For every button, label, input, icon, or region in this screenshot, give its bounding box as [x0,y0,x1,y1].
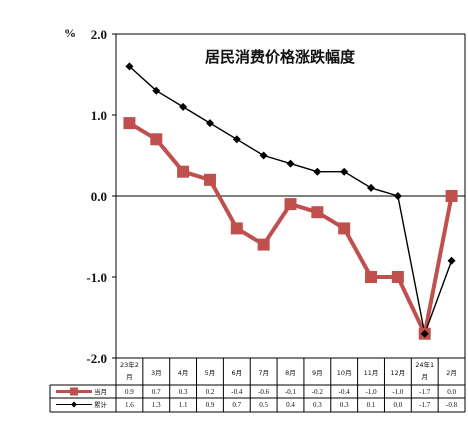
category-label: 11月 [364,369,379,377]
category-label: 24年1 [415,360,434,369]
category-label: 8月 [285,369,296,377]
data-point-diamond [232,135,241,144]
category-label: 10月 [337,369,352,377]
category-label: 月 [126,373,133,381]
data-point-diamond [152,86,161,95]
data-point-diamond [286,159,295,168]
category-label: 3月 [151,369,162,377]
data-label: 0.3 [340,401,349,409]
y-tick-label: -1.0 [86,270,107,285]
chart-text: 2.0 1.0 0.0 -1.0 -2.0% 居民消费价格涨跌幅度 23年2 月 3月 4月 5月 6… [64,26,458,409]
legend-marker-square [70,387,78,396]
data-point-diamond [259,151,268,160]
data-point-square [391,271,404,283]
data-label: 0.2 [206,388,215,396]
data-label: 1.6 [125,401,134,409]
data-point-square [445,190,458,202]
data-label: -1.7 [419,401,431,409]
legend-label: 累计 [94,400,108,409]
data-label: -1.0 [365,388,377,396]
category-label: 12月 [390,369,405,377]
data-point-square [338,222,351,235]
category-label: 5月 [205,369,216,377]
data-label: -0.8 [446,401,458,409]
data-point-diamond [205,119,214,128]
data-label: 0.3 [313,401,322,409]
data-point-diamond [313,167,322,176]
y-tick-label: -2.0 [86,351,107,366]
axes [112,33,466,359]
data-label: 1.3 [152,401,161,409]
category-label: 2月 [446,369,457,377]
data-label: -0.1 [285,388,297,396]
data-label: 0.0 [447,388,456,396]
chart-title: 居民消费价格涨跌幅度 [205,48,356,66]
data-point-diamond [393,192,402,200]
y-tick-label: 0.0 [91,189,107,204]
data-label: 0.0 [394,401,403,409]
data-label: 0.4 [286,401,295,409]
category-label: 9月 [312,369,323,377]
data-label: 0.1 [367,401,376,409]
data-label: 0.9 [125,388,134,396]
data-point-square [177,165,190,178]
data-point-square [230,222,243,235]
data-label: -1.0 [392,388,404,396]
series-line-0 [128,121,454,336]
data-point-diamond [420,329,429,338]
data-label: -0.2 [312,388,324,396]
data-point-square [123,117,136,130]
data-table [49,357,466,413]
category-label: 7月 [258,369,269,377]
y-tick-label: 1.0 [91,108,107,123]
data-label: 0.5 [259,401,268,409]
data-point-diamond [179,102,188,111]
data-label: 0.7 [232,401,241,409]
y-tick-label: 2.0 [91,27,107,42]
data-point-square [257,238,270,251]
data-label: -0.4 [339,388,351,396]
data-point-diamond [367,183,376,192]
data-point-square [365,271,378,283]
data-point-square [284,198,297,211]
data-point-square [203,173,216,186]
legend-marker-diamond [71,401,77,408]
data-point-diamond [125,62,134,71]
data-label: -0.4 [231,388,243,396]
data-label: -0.6 [258,388,270,396]
legend-label: 当月 [94,387,107,396]
data-label: 0.9 [206,401,215,409]
data-label: 0.3 [179,388,188,396]
category-label: 6月 [231,369,242,377]
data-label: 1.1 [179,401,188,409]
series-markers [123,62,458,340]
category-label: 23年2 [120,360,139,369]
data-label: -1.7 [419,388,431,396]
data-label: 0.7 [152,388,161,396]
data-point-diamond [340,167,349,176]
data-point-square [311,206,324,219]
data-point-diamond [447,256,456,265]
category-label: 月 [421,373,428,381]
data-point-square [150,133,163,146]
category-label: 4月 [178,369,189,377]
y-unit-label: % [64,26,76,40]
